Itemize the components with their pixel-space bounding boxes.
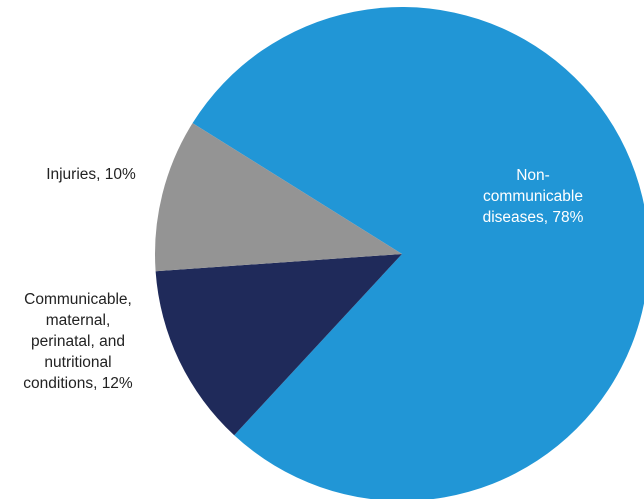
slice-label-line: maternal,	[46, 312, 111, 329]
slice-label-line: perinatal, and	[31, 333, 125, 350]
slice-label-line: Injuries, 10%	[46, 166, 136, 183]
slice-label-noncommunicable: Non-communicable diseases, 78%	[483, 167, 584, 226]
pie-slices	[154, 7, 644, 499]
slice-label-injuries: Injuries, 10%	[46, 166, 136, 183]
pie-labels: Non-communicable diseases, 78% Communicabl…	[23, 166, 583, 392]
slice-label-line: communicable	[483, 188, 583, 205]
pie-slice-injuries	[154, 123, 402, 272]
pie-slice-noncommunicable	[192, 7, 644, 499]
slice-label-line: Non-	[516, 167, 550, 184]
slice-label-line: conditions, 12%	[23, 375, 133, 392]
slice-label-line: Communicable,	[24, 291, 132, 308]
slice-label-line: diseases, 78%	[483, 209, 584, 226]
slice-label-line: nutritional	[44, 354, 111, 371]
slice-label-communicable: Communicable, maternal, perinatal, and nutr…	[23, 291, 133, 392]
pie-slice-communicable	[155, 254, 402, 436]
